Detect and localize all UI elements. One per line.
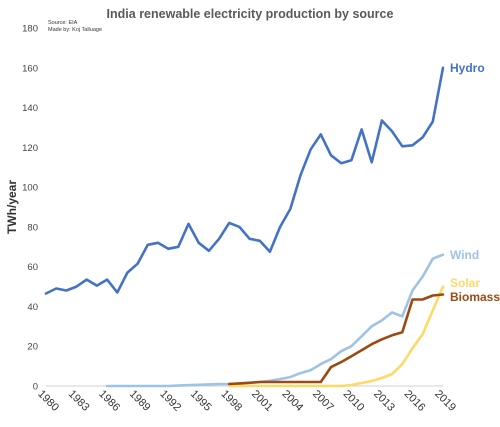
x-tick-label: 2019 [432, 388, 458, 414]
x-tick-label: 1992 [157, 388, 183, 414]
hydro-label: Hydro [450, 61, 485, 75]
x-tick-label: 2004 [280, 388, 306, 414]
source-note: Source: EIA [48, 20, 78, 26]
series-lines [44, 66, 445, 388]
y-tick-label: 120 [22, 143, 38, 154]
y-tick-label: 20 [27, 342, 38, 353]
credit-note: Made by: Koj Talluage [48, 27, 102, 33]
y-tick-label: 80 [27, 222, 38, 233]
y-tick-label: 100 [22, 183, 38, 194]
x-tick-label: 1983 [66, 388, 92, 414]
y-tick-label: 40 [27, 302, 38, 313]
y-tick-label: 180 [22, 24, 38, 35]
y-tick-label: 60 [27, 262, 38, 273]
x-tick-label: 2001 [249, 388, 275, 414]
y-tick-labels: 0 20 40 60 80 100 120 140 160 180 [22, 24, 38, 393]
x-tick-label: 1980 [35, 388, 61, 414]
x-tick-label: 1986 [96, 388, 122, 414]
biomass-label: Biomass [450, 290, 500, 304]
biomass-line [227, 293, 445, 386]
x-tick-label: 1995 [188, 388, 214, 414]
x-tick-label: 1989 [127, 388, 153, 414]
hydro-line [44, 66, 445, 295]
x-tick-label: 2007 [310, 388, 336, 414]
y-tick-label: 140 [22, 103, 38, 114]
wind-line [105, 253, 445, 388]
x-tick-labels: 1980 1983 1986 1989 1992 1995 1998 2001 2004 2007… [35, 388, 458, 414]
x-tick-label: 1998 [218, 388, 244, 414]
solar-line [227, 285, 445, 388]
solar-label: Solar [450, 276, 480, 290]
x-tick-label: 2016 [402, 388, 428, 414]
chart-title: India renewable electricity production b… [107, 7, 394, 21]
y-tick-label: 0 [33, 382, 38, 393]
x-tick-label: 2010 [341, 388, 367, 414]
wind-label: Wind [450, 248, 479, 262]
x-tick-label: 2013 [371, 388, 397, 414]
y-axis-label: TWh/year [5, 180, 19, 234]
y-tick-label: 160 [22, 63, 38, 74]
